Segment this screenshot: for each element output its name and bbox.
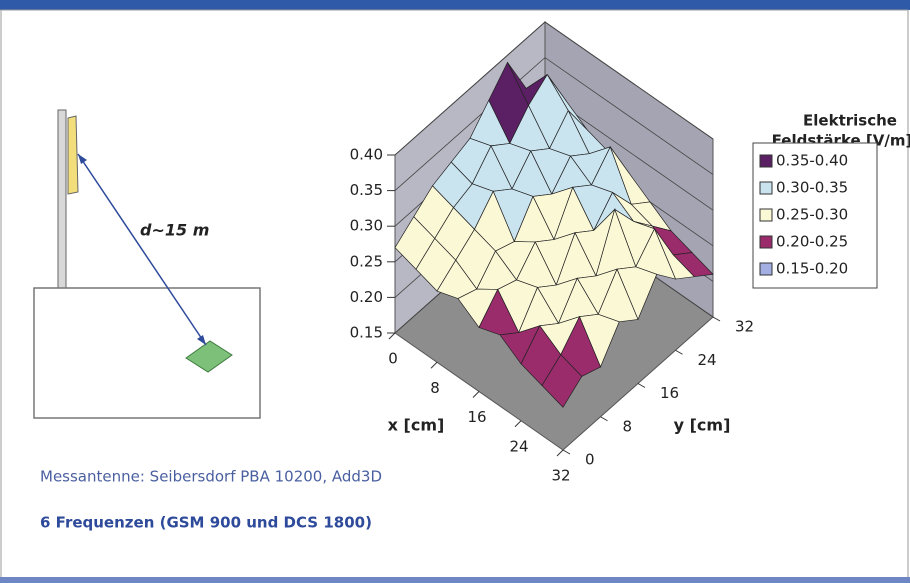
tick-mark bbox=[430, 361, 438, 369]
legend-swatch bbox=[759, 154, 773, 168]
legend-box bbox=[752, 142, 878, 289]
subtitle: 6 Frequenzen (GSM 900 und DCS 1800) bbox=[40, 514, 372, 532]
surface-cell bbox=[541, 354, 583, 408]
tick-mark bbox=[388, 332, 396, 340]
legend-swatch bbox=[759, 181, 773, 195]
legend-label: 0.30-0.35 bbox=[776, 179, 848, 197]
grid-line bbox=[394, 21, 714, 156]
x-tick-label: 8 bbox=[430, 379, 440, 397]
y-axis-title: y [cm] bbox=[674, 416, 731, 435]
tick-mark bbox=[637, 383, 646, 388]
y-tick-label: 24 bbox=[698, 351, 717, 369]
tick-mark bbox=[514, 420, 522, 428]
tick-mark bbox=[556, 449, 564, 457]
legend-swatch bbox=[759, 235, 773, 249]
tick-mark bbox=[472, 391, 480, 398]
antenna bbox=[67, 115, 79, 195]
legend-title: Elektrische bbox=[803, 112, 897, 130]
legend-label: 0.25-0.30 bbox=[776, 206, 848, 224]
legend-label: 0.20-0.25 bbox=[776, 233, 848, 251]
probe-area bbox=[185, 340, 233, 373]
legend-swatch bbox=[759, 208, 773, 222]
tick-mark bbox=[675, 349, 683, 355]
z-tick-label: 0.40 bbox=[350, 146, 383, 164]
distance-label: d~15 m bbox=[140, 221, 209, 240]
tick-mark bbox=[712, 316, 721, 322]
top-bar bbox=[0, 0, 910, 10]
x-axis-title: x [cm] bbox=[388, 416, 445, 435]
tick-mark bbox=[600, 416, 608, 422]
z-tick-label: 0.25 bbox=[350, 252, 383, 270]
y-tick-label: 0 bbox=[585, 451, 595, 469]
x-tick-label: 24 bbox=[509, 437, 528, 455]
distance-arrow bbox=[77, 153, 207, 346]
legend-swatch bbox=[759, 262, 773, 276]
y-tick-label: 8 bbox=[623, 417, 633, 435]
z-tick-label: 0.15 bbox=[350, 324, 383, 342]
x-tick-label: 32 bbox=[551, 467, 570, 485]
z-tick-label: 0.20 bbox=[350, 288, 383, 306]
y-tick-label: 32 bbox=[735, 318, 754, 336]
tick-mark bbox=[562, 449, 571, 455]
z-tick-label: 0.35 bbox=[350, 181, 383, 199]
y-tick-label: 16 bbox=[660, 384, 679, 402]
arrow-head bbox=[78, 154, 87, 164]
x-tick-label: 0 bbox=[388, 350, 398, 368]
grid-line bbox=[394, 57, 714, 191]
caption: Messantenne: Seibersdorf PBA 10200, Add3… bbox=[40, 468, 382, 486]
legend-label: 0.35-0.40 bbox=[776, 152, 848, 170]
bottom-bar bbox=[0, 577, 910, 583]
legend-label: 0.15-0.20 bbox=[776, 260, 848, 278]
pole bbox=[57, 109, 67, 289]
x-tick-label: 16 bbox=[467, 408, 486, 426]
z-tick-label: 0.30 bbox=[350, 217, 383, 235]
arrow-head bbox=[197, 335, 206, 345]
